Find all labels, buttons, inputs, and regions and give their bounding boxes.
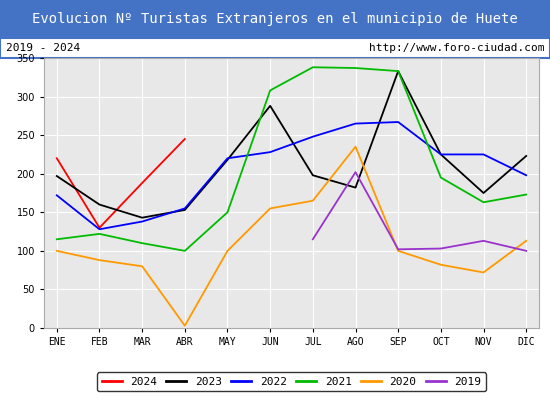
Text: Evolucion Nº Turistas Extranjeros en el municipio de Huete: Evolucion Nº Turistas Extranjeros en el … xyxy=(32,12,518,26)
Text: 2019 - 2024: 2019 - 2024 xyxy=(6,43,80,53)
Legend: 2024, 2023, 2022, 2021, 2020, 2019: 2024, 2023, 2022, 2021, 2020, 2019 xyxy=(97,372,486,391)
Text: http://www.foro-ciudad.com: http://www.foro-ciudad.com xyxy=(369,43,544,53)
